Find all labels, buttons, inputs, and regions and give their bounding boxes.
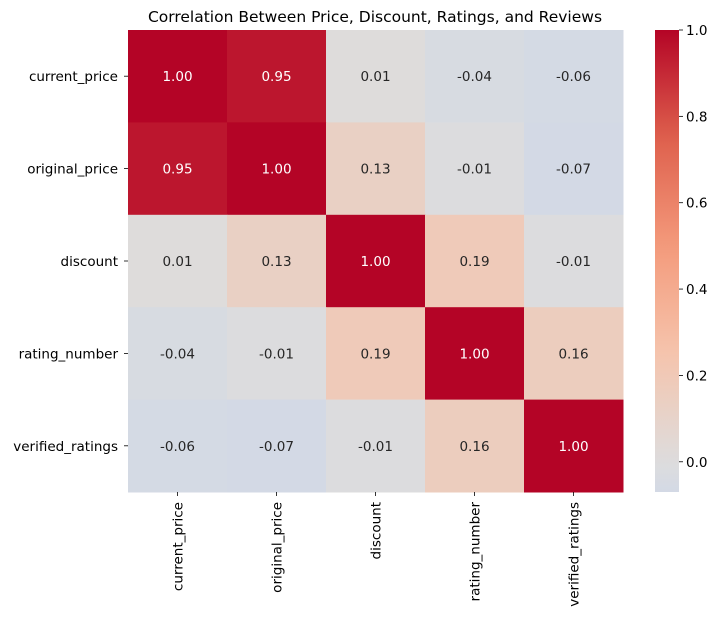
heatmap-cell-value: 0.01 [360, 69, 390, 85]
y-axis-tick-label: rating_number [19, 346, 119, 362]
heatmap-cell [326, 30, 426, 123]
heatmap-cell-value: -0.07 [259, 439, 294, 455]
heatmap-cell [227, 399, 327, 493]
heatmap-cell [128, 399, 228, 493]
heatmap-cells [128, 30, 624, 493]
heatmap-cell-value: -0.07 [556, 162, 591, 178]
heatmap-cell-value: 0.95 [162, 162, 192, 178]
heatmap-cell-value: -0.06 [160, 439, 195, 455]
heatmap-cell-value: 1.00 [360, 254, 390, 270]
heatmap-cell [524, 30, 624, 123]
heatmap-cell-value: 0.13 [360, 162, 390, 178]
heatmap-cell-value: 1.00 [162, 69, 192, 85]
heatmap-cell-labels: 1.00 0.95 0.01 -0.04 -0.06 0.95 1.00 0.13 -0.01 -… [160, 69, 591, 455]
y-axis-tick-label: verified_ratings [13, 439, 118, 455]
heatmap-cell [128, 307, 228, 401]
y-axis-tick-label: discount [61, 254, 118, 270]
heatmap-cell [128, 30, 228, 123]
heatmap-cell-value: 0.16 [459, 439, 489, 455]
heatmap-cell-value: -0.01 [556, 254, 591, 270]
colorbar-tick-label: 0.6 [686, 196, 707, 212]
heatmap-cell-value: -0.01 [259, 346, 294, 362]
heatmap-cell-value: 0.16 [558, 346, 588, 362]
heatmap-cell-value: 0.19 [459, 254, 489, 270]
heatmap-cell [128, 122, 228, 216]
heatmap-cell-value: 1.00 [558, 439, 588, 455]
heatmap-cell [524, 399, 624, 493]
heatmap-cell-value: 1.00 [459, 346, 489, 362]
chart-title: Correlation Between Price, Discount, Rat… [148, 8, 602, 26]
heatmap-cell [227, 307, 327, 401]
x-axis-tick-label: original_price [270, 502, 286, 593]
x-axis-tick-labels: current_price original_price discount ratin… [171, 492, 583, 607]
colorbar-tick-label: 0.2 [686, 368, 707, 384]
heatmap-cell [326, 399, 426, 493]
heatmap-cell [425, 214, 525, 308]
heatmap-cell-value: -0.01 [358, 439, 393, 455]
y-axis-tick-label: current_price [29, 69, 118, 85]
colorbar-tick-label: 0.8 [686, 109, 707, 125]
heatmap-cell [227, 122, 327, 216]
colorbar: 0.0 0.2 0.4 0.6 0.8 1.0 [655, 23, 707, 492]
colorbar-tick-label: 0.4 [686, 282, 707, 298]
heatmap-cell [425, 307, 525, 401]
y-axis-tick-labels: current_price original_price discount ratin… [13, 69, 128, 455]
colorbar-tick-label: 1.0 [686, 23, 707, 39]
x-axis-tick-label: rating_number [468, 502, 484, 602]
heatmap-cell [524, 122, 624, 216]
heatmap-cell-value: -0.04 [160, 346, 195, 362]
heatmap-cell [128, 214, 228, 308]
heatmap-cell-value: 0.95 [261, 69, 291, 85]
heatmap-cell-value: 0.01 [162, 254, 192, 270]
heatmap-cell-value: -0.06 [556, 69, 591, 85]
heatmap-cell [425, 399, 525, 493]
heatmap-cell [425, 30, 525, 123]
heatmap-cell [326, 214, 426, 308]
x-axis-tick-label: discount [369, 502, 385, 559]
x-axis-tick-label: current_price [171, 502, 187, 591]
heatmap-cell-value: 0.19 [360, 346, 390, 362]
heatmap-cell-value: 1.00 [261, 162, 291, 178]
heatmap-cell-value: 0.13 [261, 254, 291, 270]
heatmap-cell [425, 122, 525, 216]
heatmap-cell [326, 307, 426, 401]
heatmap-cell [326, 122, 426, 216]
heatmap-cell [524, 307, 624, 401]
heatmap-cell [227, 214, 327, 308]
heatmap-cell [524, 214, 624, 308]
colorbar-tick-label: 0.0 [686, 455, 707, 471]
colorbar-gradient [655, 30, 679, 492]
y-axis-tick-label: original_price [27, 162, 118, 178]
heatmap-cell [227, 30, 327, 123]
heatmap-cell-value: -0.04 [457, 69, 492, 85]
x-axis-tick-label: verified_ratings [567, 502, 583, 607]
heatmap-cell-value: -0.01 [457, 162, 492, 178]
